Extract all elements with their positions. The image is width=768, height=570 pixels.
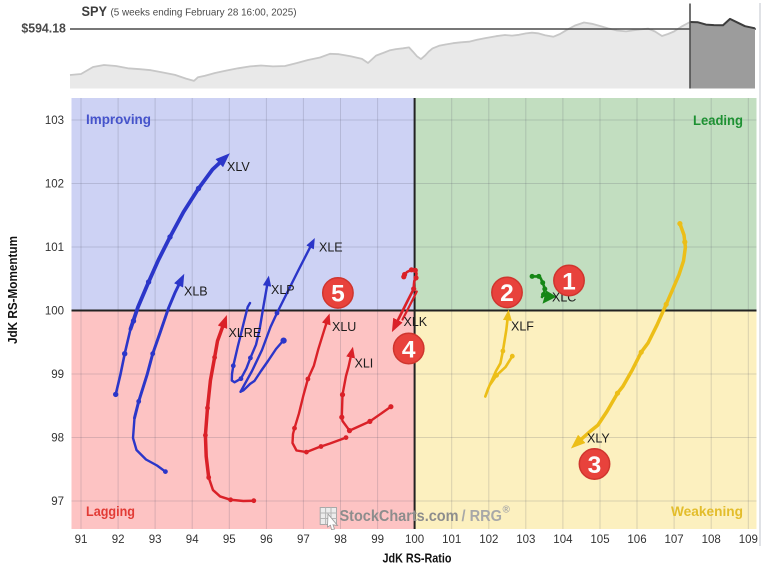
svg-text:XLU: XLU (332, 320, 356, 334)
svg-text:XLP: XLP (271, 283, 295, 297)
svg-text:100: 100 (45, 306, 64, 318)
svg-text:101: 101 (45, 242, 64, 254)
svg-text:®: ® (503, 505, 511, 516)
svg-text:XLB: XLB (184, 285, 208, 299)
svg-text:107: 107 (665, 534, 684, 546)
svg-text:XLK: XLK (404, 315, 428, 329)
svg-text:Leading: Leading (693, 113, 743, 128)
svg-text:Lagging: Lagging (86, 504, 135, 519)
svg-text:97: 97 (297, 534, 310, 546)
svg-text:3: 3 (588, 452, 602, 479)
svg-text:1: 1 (562, 268, 576, 295)
svg-text:97: 97 (51, 496, 64, 508)
svg-text:104: 104 (553, 534, 573, 546)
svg-text:91: 91 (75, 534, 88, 546)
svg-text:SPY: SPY (82, 4, 108, 19)
svg-text:XLY: XLY (587, 432, 610, 446)
svg-text:XLF: XLF (511, 320, 534, 334)
svg-text:98: 98 (334, 534, 347, 546)
svg-text:XLRE: XLRE (229, 326, 262, 340)
svg-text:103: 103 (516, 534, 535, 546)
svg-text:94: 94 (186, 534, 199, 546)
svg-text:JdK RS-Ratio: JdK RS-Ratio (383, 552, 452, 566)
svg-text:92: 92 (112, 534, 125, 546)
svg-text:4: 4 (402, 336, 416, 363)
svg-text:5: 5 (331, 281, 345, 308)
svg-text:108: 108 (702, 534, 721, 546)
svg-text:106: 106 (627, 534, 646, 546)
svg-text:95: 95 (223, 534, 236, 546)
svg-text:Improving: Improving (86, 112, 151, 127)
svg-text:99: 99 (51, 369, 64, 381)
svg-text:Weakening: Weakening (671, 504, 743, 519)
svg-text:XLI: XLI (355, 357, 374, 371)
svg-text:102: 102 (479, 534, 498, 546)
svg-text:100: 100 (405, 534, 424, 546)
svg-text:JdK RS-Momentum: JdK RS-Momentum (6, 236, 20, 344)
svg-text:101: 101 (442, 534, 461, 546)
svg-text:105: 105 (590, 534, 609, 546)
svg-text:103: 103 (45, 115, 64, 127)
svg-text:StockCharts.com: StockCharts.com (340, 508, 459, 525)
svg-text:2: 2 (500, 280, 514, 307)
svg-text:102: 102 (45, 179, 64, 191)
svg-text:93: 93 (149, 534, 162, 546)
svg-text:99: 99 (371, 534, 384, 546)
svg-text:98: 98 (51, 433, 64, 445)
svg-text:(5 weeks ending February 28 16: (5 weeks ending February 28 16:00, 2025) (111, 7, 297, 19)
svg-text:109: 109 (739, 534, 758, 546)
svg-text:96: 96 (260, 534, 273, 546)
svg-text:/ RRG: / RRG (462, 508, 503, 525)
svg-text:XLV: XLV (227, 160, 250, 174)
svg-text:XLE: XLE (319, 241, 343, 255)
svg-text:$594.18: $594.18 (21, 21, 66, 36)
